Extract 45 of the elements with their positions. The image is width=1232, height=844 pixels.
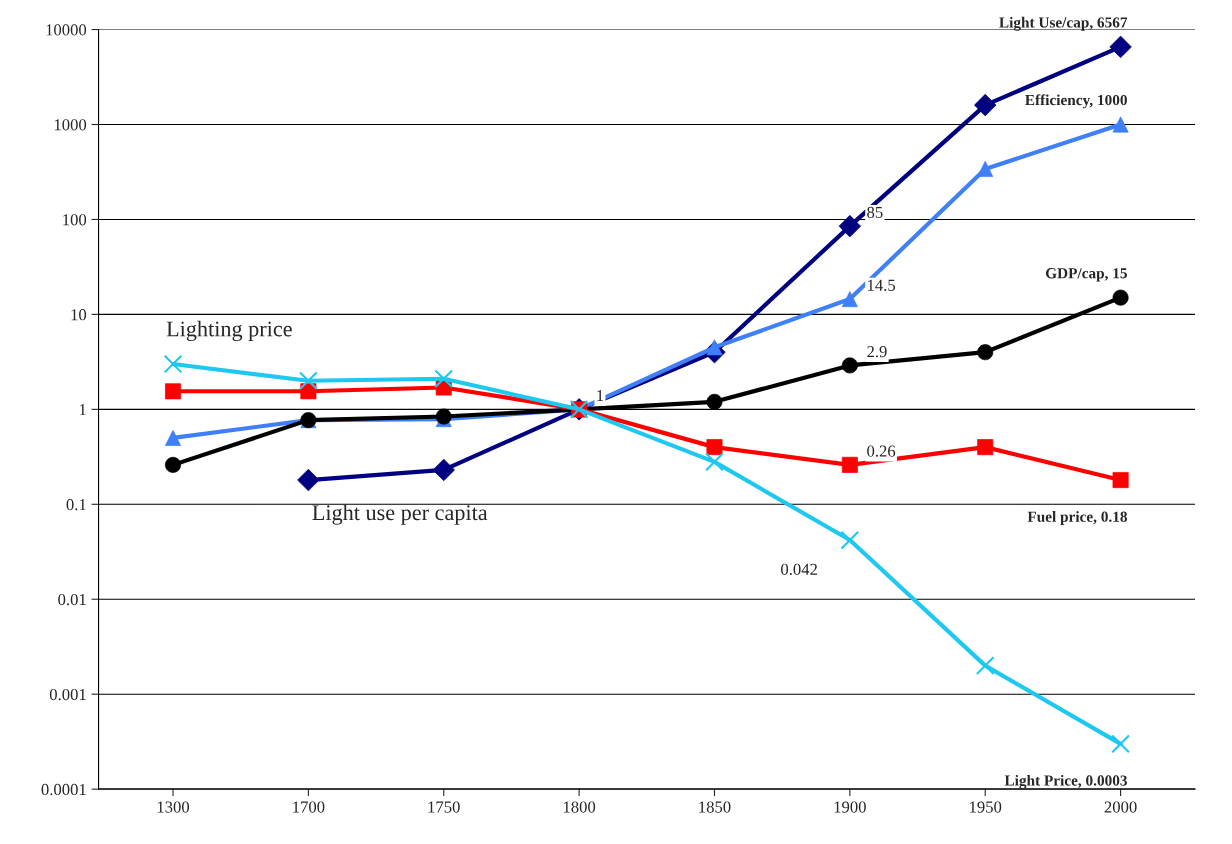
- x-tick-label: 1700: [293, 801, 325, 813]
- point: [840, 530, 860, 550]
- annotation: Fuel price, 0.18: [1027, 511, 1128, 525]
- annotation: 1: [597, 390, 604, 402]
- y-tick-label: 0.1: [66, 498, 86, 511]
- annotation: Light Use/cap, 6567: [999, 16, 1128, 31]
- x-tick-label: 1800: [563, 801, 596, 813]
- point: [1112, 472, 1129, 489]
- point: [705, 452, 724, 472]
- point: [706, 393, 723, 410]
- x-tick-label: 1850: [699, 801, 731, 813]
- point: [165, 429, 181, 446]
- annotation: 14.5: [867, 279, 896, 291]
- x-tick-label: 1900: [834, 801, 866, 813]
- point: [434, 369, 454, 389]
- x-tick-label: 1300: [157, 801, 190, 813]
- y-tick-label: 0.01: [58, 593, 86, 606]
- annotation: 0.042: [781, 563, 817, 576]
- point: [1111, 734, 1130, 754]
- y-tick-label: 10000: [46, 24, 87, 36]
- y-tick-label: 10: [71, 309, 87, 321]
- y-tick-label: 0.0001: [41, 783, 86, 796]
- point: [297, 468, 320, 492]
- annotation: Light use per capita: [312, 504, 488, 525]
- point: [163, 354, 183, 374]
- x-tick-label: 1750: [428, 801, 460, 813]
- x-tick-label: 1950: [970, 801, 1002, 813]
- point: [299, 371, 318, 391]
- annotation: 2.9: [867, 346, 887, 358]
- y-tick-label: 100: [63, 214, 87, 226]
- annotation: GDP/cap, 15: [1045, 268, 1127, 282]
- annotation: 85: [867, 206, 883, 218]
- annotation: Lighting price: [166, 320, 292, 342]
- point: [706, 439, 723, 456]
- x-tick-label: 2000: [1104, 801, 1137, 813]
- y-tick-label: 0.001: [49, 688, 86, 701]
- point: [1109, 35, 1132, 59]
- annotation: Efficiency, 1000: [1025, 94, 1127, 109]
- annotation: Light Price, 0.0003: [1004, 774, 1128, 789]
- point: [165, 383, 181, 400]
- point: [975, 656, 995, 675]
- annotation: 0.26: [867, 445, 896, 457]
- point: [432, 458, 455, 482]
- y-tick-label: 1: [79, 404, 86, 416]
- y-tick-label: 1000: [54, 119, 87, 131]
